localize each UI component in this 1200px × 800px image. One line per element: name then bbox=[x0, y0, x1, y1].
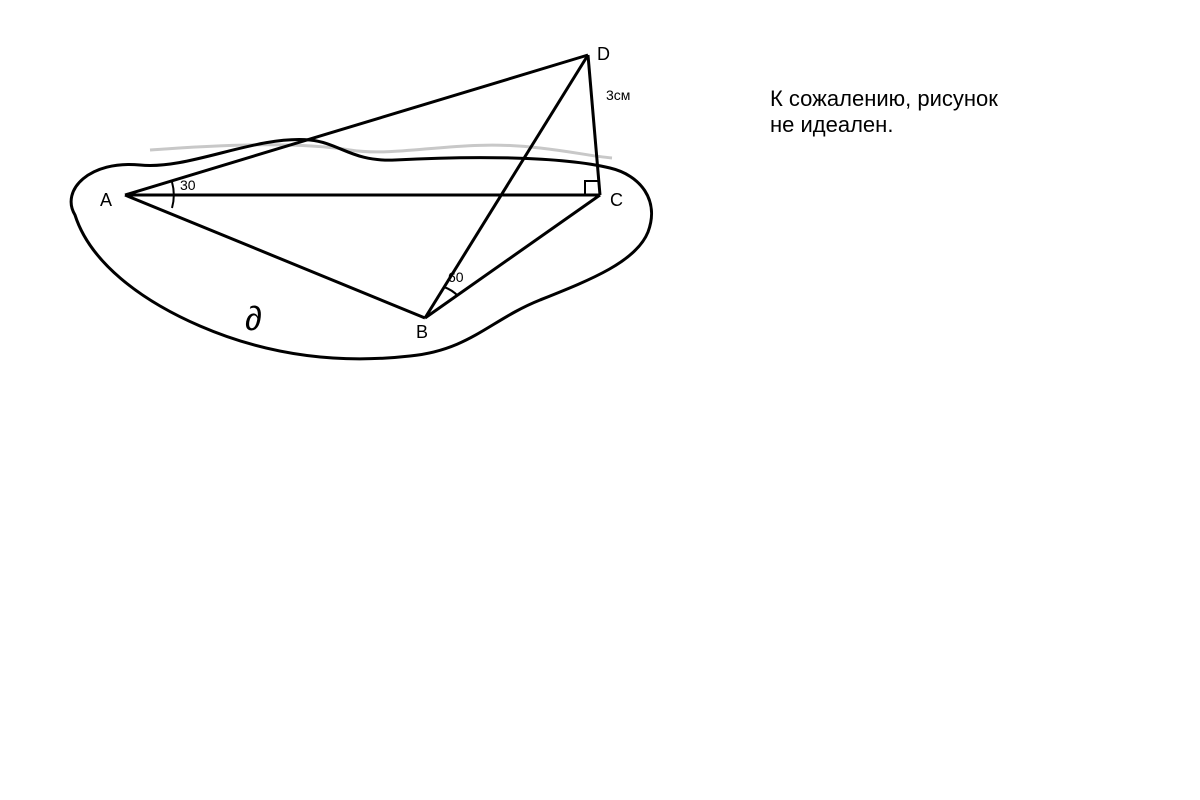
caption-text: К сожалению, рисунок не идеален. bbox=[770, 86, 998, 138]
line-AD bbox=[125, 55, 588, 195]
stage: A B C D 3см 30 60 ∂ К сожалению, рисунок… bbox=[0, 0, 1200, 800]
construction-lines bbox=[125, 55, 600, 318]
point-label-d: D bbox=[597, 44, 610, 64]
right-angle-marker-c bbox=[585, 181, 598, 195]
angle-label-a: 30 bbox=[180, 177, 196, 193]
length-label-dc: 3см bbox=[606, 87, 630, 103]
geometry-diagram: A B C D 3см 30 60 ∂ bbox=[0, 0, 1200, 800]
point-label-b: B bbox=[416, 322, 428, 342]
point-label-c: C bbox=[610, 190, 623, 210]
angle-label-b: 60 bbox=[448, 269, 464, 285]
line-CD bbox=[588, 55, 600, 195]
line-BC bbox=[425, 195, 600, 318]
line-AB bbox=[125, 195, 425, 318]
plane-far-edge bbox=[150, 145, 612, 158]
angle-arc-b bbox=[444, 287, 458, 296]
plane-letter: ∂ bbox=[245, 300, 262, 338]
point-label-a: A bbox=[100, 190, 112, 210]
plane-outline bbox=[71, 140, 651, 359]
